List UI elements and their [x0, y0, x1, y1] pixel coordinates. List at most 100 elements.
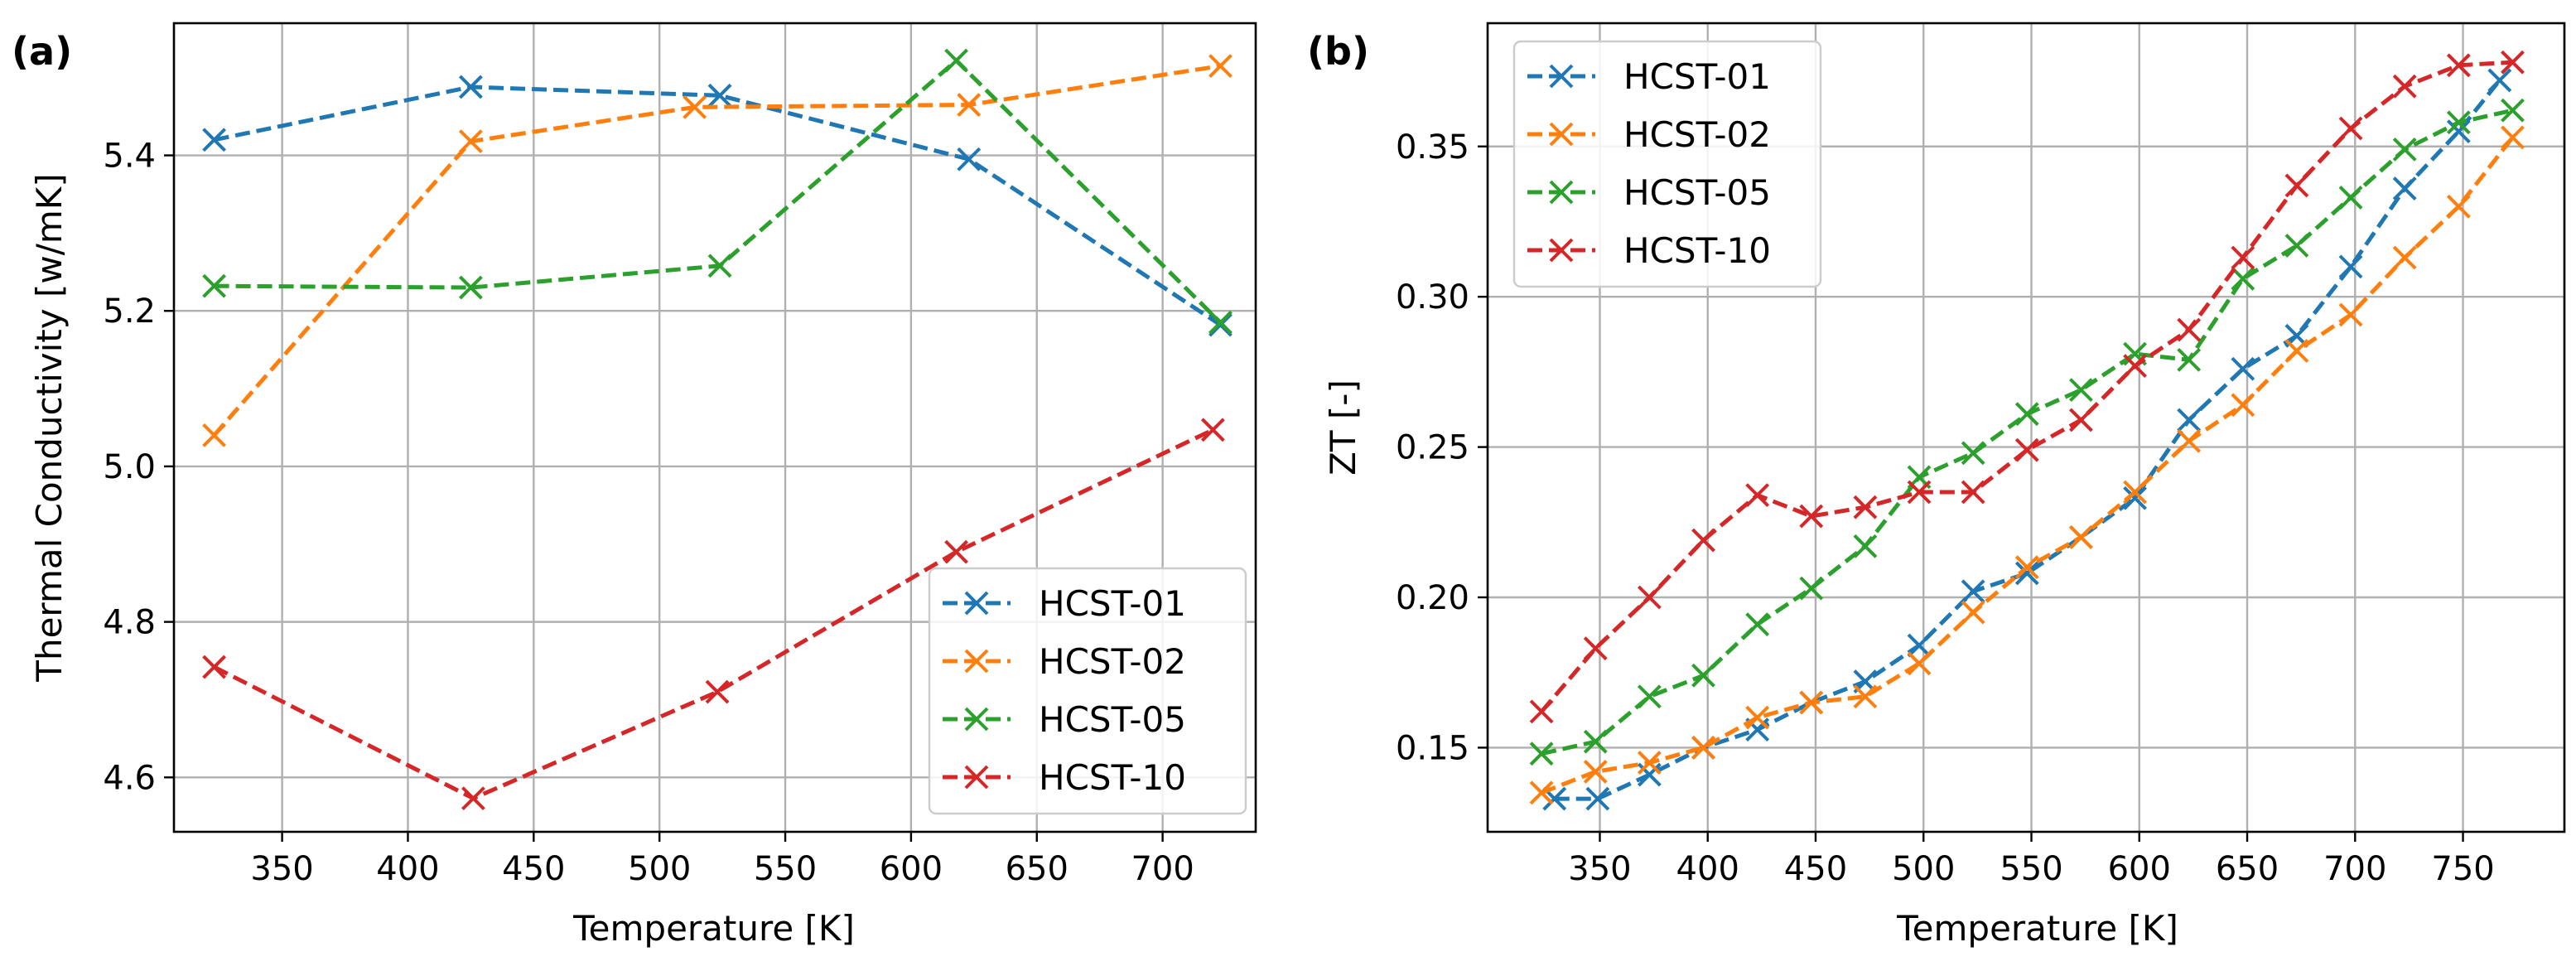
legend-box: [928, 567, 1247, 815]
data-point: [1529, 742, 1554, 766]
legend-label: HCST-05: [1623, 172, 1771, 213]
data-point: [2501, 50, 2525, 75]
data-point: [1529, 699, 1554, 724]
x-tick-label: 650: [2216, 850, 2279, 888]
data-point: [2446, 110, 2471, 135]
legend-marker: [1549, 180, 1574, 205]
data-point: [1200, 418, 1225, 442]
data-point: [2231, 266, 2255, 291]
y-tick-label: 5.4: [103, 138, 156, 176]
x-tick-label: 750: [2431, 850, 2494, 888]
data-point: [2338, 254, 2363, 279]
data-point: [2231, 245, 2255, 270]
x-tick-label: 500: [1892, 850, 1955, 888]
y-tick-label: 4.6: [103, 759, 156, 797]
data-point: [458, 75, 483, 99]
series-hcst-02: [1529, 125, 2525, 805]
data-point: [2446, 194, 2471, 219]
data-point: [2392, 137, 2417, 162]
series-line: [214, 85, 1222, 327]
data-point: [2014, 555, 2039, 580]
plot-area: [202, 48, 1233, 811]
legend: HCST-01 HCST-02 HCST-05 HCST-10: [928, 567, 1247, 815]
legend-entry: HCST-05: [943, 699, 1186, 740]
x-tick-label: 650: [1006, 850, 1069, 888]
legend-label: HCST-02: [1623, 114, 1771, 155]
axes-frame: [1486, 22, 2566, 833]
y-tick-label: 0.15: [1396, 729, 1469, 767]
data-point: [2501, 98, 2525, 123]
legend-label: HCST-01: [1039, 583, 1186, 624]
data-point: [1907, 651, 1932, 676]
y-tick-label: 0.25: [1396, 429, 1469, 467]
data-point: [1961, 480, 1985, 505]
series-line: [212, 64, 1221, 437]
legend-entry: HCST-02: [1527, 114, 1771, 155]
data-point: [683, 94, 707, 119]
legend-marker: [964, 765, 989, 790]
data-point: [2446, 119, 2471, 144]
legend-entry: HCST-01: [1527, 56, 1771, 97]
y-tick-label: 0.30: [1396, 278, 1469, 316]
data-point: [1907, 633, 1932, 658]
legend-label: HCST-05: [1039, 699, 1186, 740]
data-point: [2392, 74, 2417, 99]
data-point: [1745, 612, 1770, 637]
panel-b: (b) Temperature [K] ZT [-] 350 400 450 500 5…: [1307, 22, 2566, 949]
data-point: [2123, 354, 2147, 379]
data-point: [2231, 393, 2255, 418]
x-tick-label: 550: [2000, 850, 2062, 888]
x-tick-label: 600: [880, 850, 943, 888]
legend-label: HCST-02: [1039, 641, 1186, 682]
data-point: [2487, 68, 2512, 93]
x-axis-label-a: Temperature [K]: [572, 908, 855, 949]
data-point: [202, 655, 227, 679]
data-point: [2446, 53, 2471, 78]
legend-marker: [964, 649, 989, 674]
data-point: [2338, 302, 2363, 327]
data-point: [1583, 760, 1608, 784]
data-point: [1583, 729, 1608, 754]
data-point: [1907, 480, 1932, 505]
data-point: [1853, 684, 1878, 709]
legend-marker: [1549, 238, 1574, 263]
data-point: [2392, 176, 2417, 200]
x-axis-label-b: Temperature [K]: [1896, 908, 2178, 949]
x-tick-label: 600: [2108, 850, 2171, 888]
data-point: [2392, 245, 2417, 270]
legend-entry: HCST-10: [943, 757, 1186, 798]
data-point: [1799, 576, 1824, 601]
legend-marker: [1549, 122, 1574, 147]
x-tick-label: 350: [250, 850, 313, 888]
data-point: [458, 129, 483, 154]
data-point: [1583, 636, 1608, 661]
data-point: [1637, 684, 1662, 709]
x-tick-label: 400: [376, 850, 439, 888]
series-hcst-02: [202, 54, 1233, 447]
data-point: [2014, 402, 2039, 427]
axes-frame: [172, 22, 1257, 833]
data-point: [2338, 116, 2363, 141]
data-point: [2069, 525, 2093, 549]
x-tick-label: 550: [754, 850, 817, 888]
x-tick-label: 450: [1784, 850, 1847, 888]
y-tick-label: 0.35: [1396, 128, 1469, 167]
legend: HCST-01 HCST-02 HCST-05 HCST-10: [1512, 40, 1822, 288]
legend-entry: HCST-02: [943, 641, 1186, 682]
ticks: 350 400 450 500 550 600 650 700 4.6 4.8 5.0 5.2 5.4: [103, 138, 1194, 888]
data-point: [1585, 786, 1610, 811]
data-point: [1853, 534, 1878, 558]
data-point: [1637, 762, 1662, 787]
data-point: [707, 254, 732, 278]
data-point: [1208, 310, 1233, 335]
data-point: [2123, 485, 2147, 510]
y-axis-label-b: ZT [-]: [1323, 379, 1363, 476]
legend-entry: HCST-01: [943, 583, 1186, 624]
data-point: [957, 93, 982, 117]
data-point: [2177, 317, 2202, 342]
data-point: [1799, 504, 1824, 529]
legend-box: [1512, 40, 1822, 288]
data-point: [944, 48, 968, 73]
x-tick-label: 350: [1568, 850, 1631, 888]
